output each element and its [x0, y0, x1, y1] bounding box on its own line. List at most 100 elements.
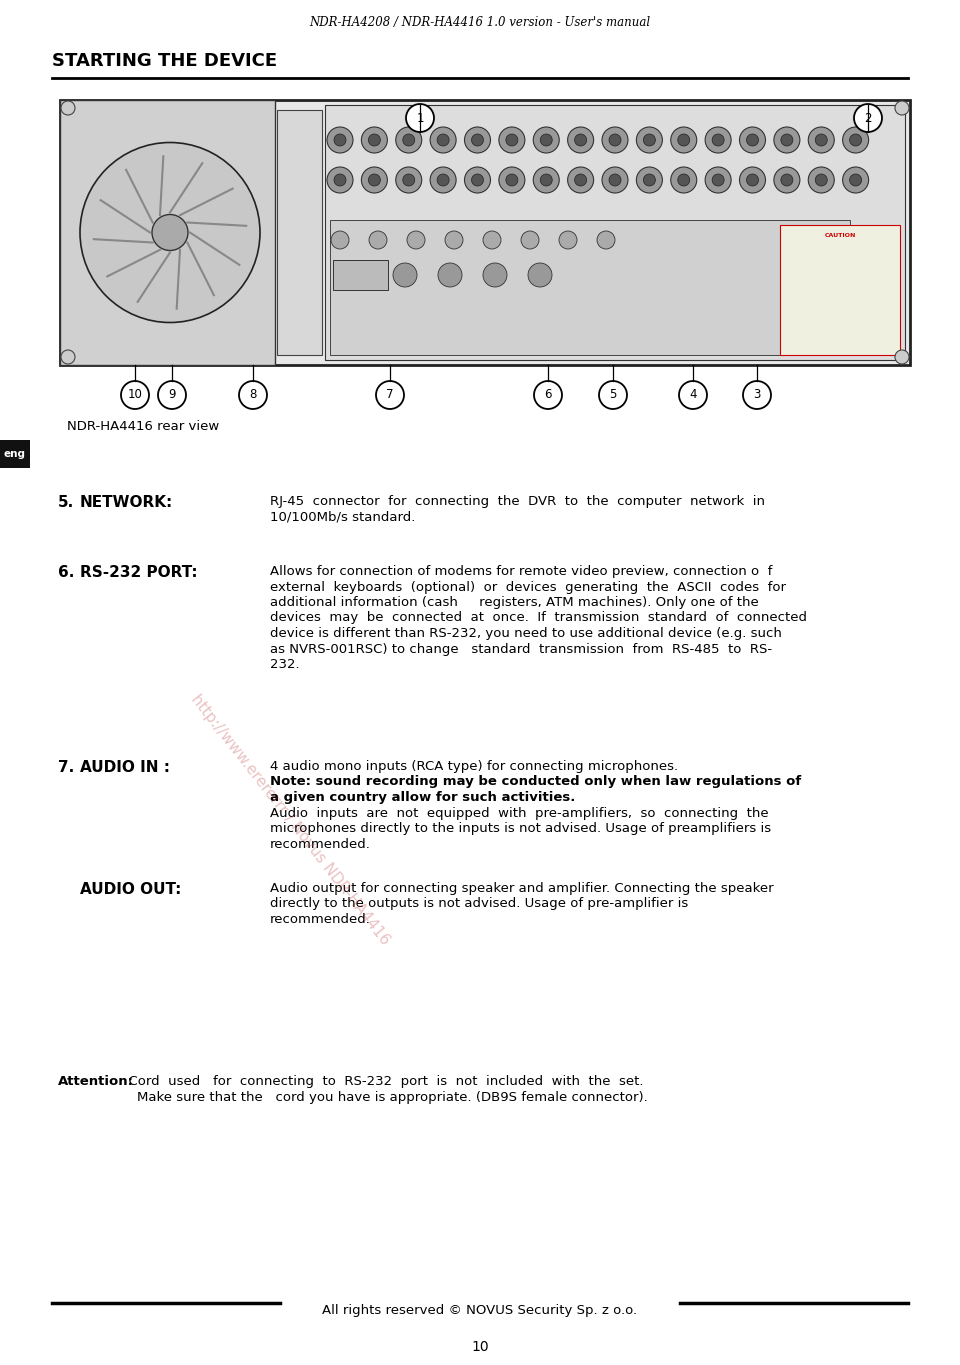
- Circle shape: [506, 134, 517, 146]
- Circle shape: [369, 134, 380, 146]
- Circle shape: [334, 134, 346, 146]
- Circle shape: [334, 173, 346, 186]
- Circle shape: [602, 127, 628, 153]
- Circle shape: [376, 381, 404, 410]
- Circle shape: [533, 127, 560, 153]
- Circle shape: [815, 173, 828, 186]
- Circle shape: [540, 134, 552, 146]
- Bar: [333, 259, 388, 289]
- Circle shape: [808, 127, 834, 153]
- Circle shape: [396, 127, 421, 153]
- Text: NDR-HA4416 rear view: NDR-HA4416 rear view: [67, 420, 219, 433]
- Bar: [780, 225, 900, 355]
- Circle shape: [739, 127, 765, 153]
- Circle shape: [850, 134, 862, 146]
- Circle shape: [521, 231, 539, 248]
- Circle shape: [747, 134, 758, 146]
- Circle shape: [895, 101, 909, 115]
- Text: RJ-45  connector  for  connecting  the  DVR  to  the  computer  network  in: RJ-45 connector for connecting the DVR t…: [270, 495, 765, 508]
- Circle shape: [643, 134, 656, 146]
- Circle shape: [636, 167, 662, 192]
- Text: 232.: 232.: [270, 658, 300, 672]
- Circle shape: [528, 263, 552, 287]
- Text: http://www.erererrr / Novus NDR-HA4416: http://www.erererrr / Novus NDR-HA4416: [188, 692, 393, 947]
- Circle shape: [121, 381, 149, 410]
- Circle shape: [780, 134, 793, 146]
- Circle shape: [808, 167, 834, 192]
- Text: 10: 10: [128, 389, 142, 401]
- Circle shape: [854, 104, 882, 132]
- Circle shape: [393, 263, 417, 287]
- Text: RS-232 PORT:: RS-232 PORT:: [80, 565, 198, 580]
- Circle shape: [430, 167, 456, 192]
- Circle shape: [597, 231, 615, 248]
- Circle shape: [406, 104, 434, 132]
- Text: 5.: 5.: [58, 495, 74, 511]
- Text: 10: 10: [471, 1340, 489, 1354]
- Text: devices  may  be  connected  at  once.  If  transmission  standard  of  connecte: devices may be connected at once. If tra…: [270, 612, 807, 625]
- Circle shape: [361, 167, 388, 192]
- Circle shape: [567, 167, 593, 192]
- Text: CAUTION: CAUTION: [825, 233, 855, 238]
- Circle shape: [331, 231, 349, 248]
- Text: a given country allow for such activities.: a given country allow for such activitie…: [270, 790, 575, 804]
- Circle shape: [369, 173, 380, 186]
- Circle shape: [575, 134, 587, 146]
- Text: 4: 4: [689, 389, 697, 401]
- Text: as NVRS-001RSC) to change   standard  transmission  from  RS-485  to  RS-: as NVRS-001RSC) to change standard trans…: [270, 643, 772, 655]
- Circle shape: [743, 381, 771, 410]
- Circle shape: [499, 167, 525, 192]
- Circle shape: [437, 134, 449, 146]
- Text: 5: 5: [610, 389, 616, 401]
- Text: 2: 2: [864, 112, 872, 124]
- Circle shape: [609, 134, 621, 146]
- Circle shape: [671, 127, 697, 153]
- Bar: [60, 100, 910, 364]
- Text: 4 audio mono inputs (RCA type) for connecting microphones.: 4 audio mono inputs (RCA type) for conne…: [270, 760, 678, 773]
- Text: All rights reserved © NOVUS Security Sp. z o.o.: All rights reserved © NOVUS Security Sp.…: [323, 1304, 637, 1317]
- Circle shape: [712, 134, 724, 146]
- Bar: [60, 100, 275, 364]
- Circle shape: [239, 381, 267, 410]
- Circle shape: [533, 167, 560, 192]
- Circle shape: [609, 173, 621, 186]
- Bar: [0, 440, 30, 468]
- Circle shape: [61, 349, 75, 364]
- Circle shape: [706, 167, 732, 192]
- Circle shape: [403, 134, 415, 146]
- Text: external  keyboards  (optional)  or  devices  generating  the  ASCII  codes  for: external keyboards (optional) or devices…: [270, 580, 786, 594]
- Circle shape: [369, 231, 387, 248]
- Circle shape: [679, 381, 707, 410]
- Circle shape: [895, 349, 909, 364]
- Circle shape: [739, 167, 765, 192]
- Text: 8: 8: [250, 389, 256, 401]
- Circle shape: [774, 127, 800, 153]
- Circle shape: [445, 231, 463, 248]
- Circle shape: [471, 134, 484, 146]
- Text: 7: 7: [386, 389, 394, 401]
- Text: Attention:: Attention:: [58, 1076, 134, 1088]
- Circle shape: [465, 167, 491, 192]
- Circle shape: [327, 127, 353, 153]
- Text: recommended.: recommended.: [270, 913, 371, 925]
- Circle shape: [396, 167, 421, 192]
- Circle shape: [61, 101, 75, 115]
- Circle shape: [483, 231, 501, 248]
- Circle shape: [850, 173, 862, 186]
- Text: 6: 6: [544, 389, 552, 401]
- Bar: [325, 105, 905, 360]
- Text: 6.: 6.: [58, 565, 74, 580]
- Text: Allows for connection of modems for remote video preview, connection o  f: Allows for connection of modems for remo…: [270, 565, 773, 577]
- Text: 9: 9: [168, 389, 176, 401]
- Circle shape: [327, 167, 353, 192]
- Circle shape: [575, 173, 587, 186]
- Text: Make sure that the   cord you have is appropriate. (DB9S female connector).: Make sure that the cord you have is appr…: [120, 1091, 648, 1103]
- Circle shape: [602, 167, 628, 192]
- Circle shape: [483, 263, 507, 287]
- Text: Note: sound recording may be conducted only when law regulations of: Note: sound recording may be conducted o…: [270, 775, 802, 789]
- Bar: [277, 111, 322, 355]
- Text: microphones directly to the inputs is not advised. Usage of preamplifiers is: microphones directly to the inputs is no…: [270, 822, 771, 835]
- Text: Audio output for connecting speaker and amplifier. Connecting the speaker: Audio output for connecting speaker and …: [270, 882, 774, 895]
- Text: eng: eng: [4, 449, 26, 459]
- Text: device is different than RS-232, you need to use additional device (e.g. such: device is different than RS-232, you nee…: [270, 627, 781, 640]
